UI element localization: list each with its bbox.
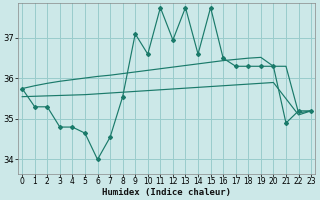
X-axis label: Humidex (Indice chaleur): Humidex (Indice chaleur) — [102, 188, 231, 197]
